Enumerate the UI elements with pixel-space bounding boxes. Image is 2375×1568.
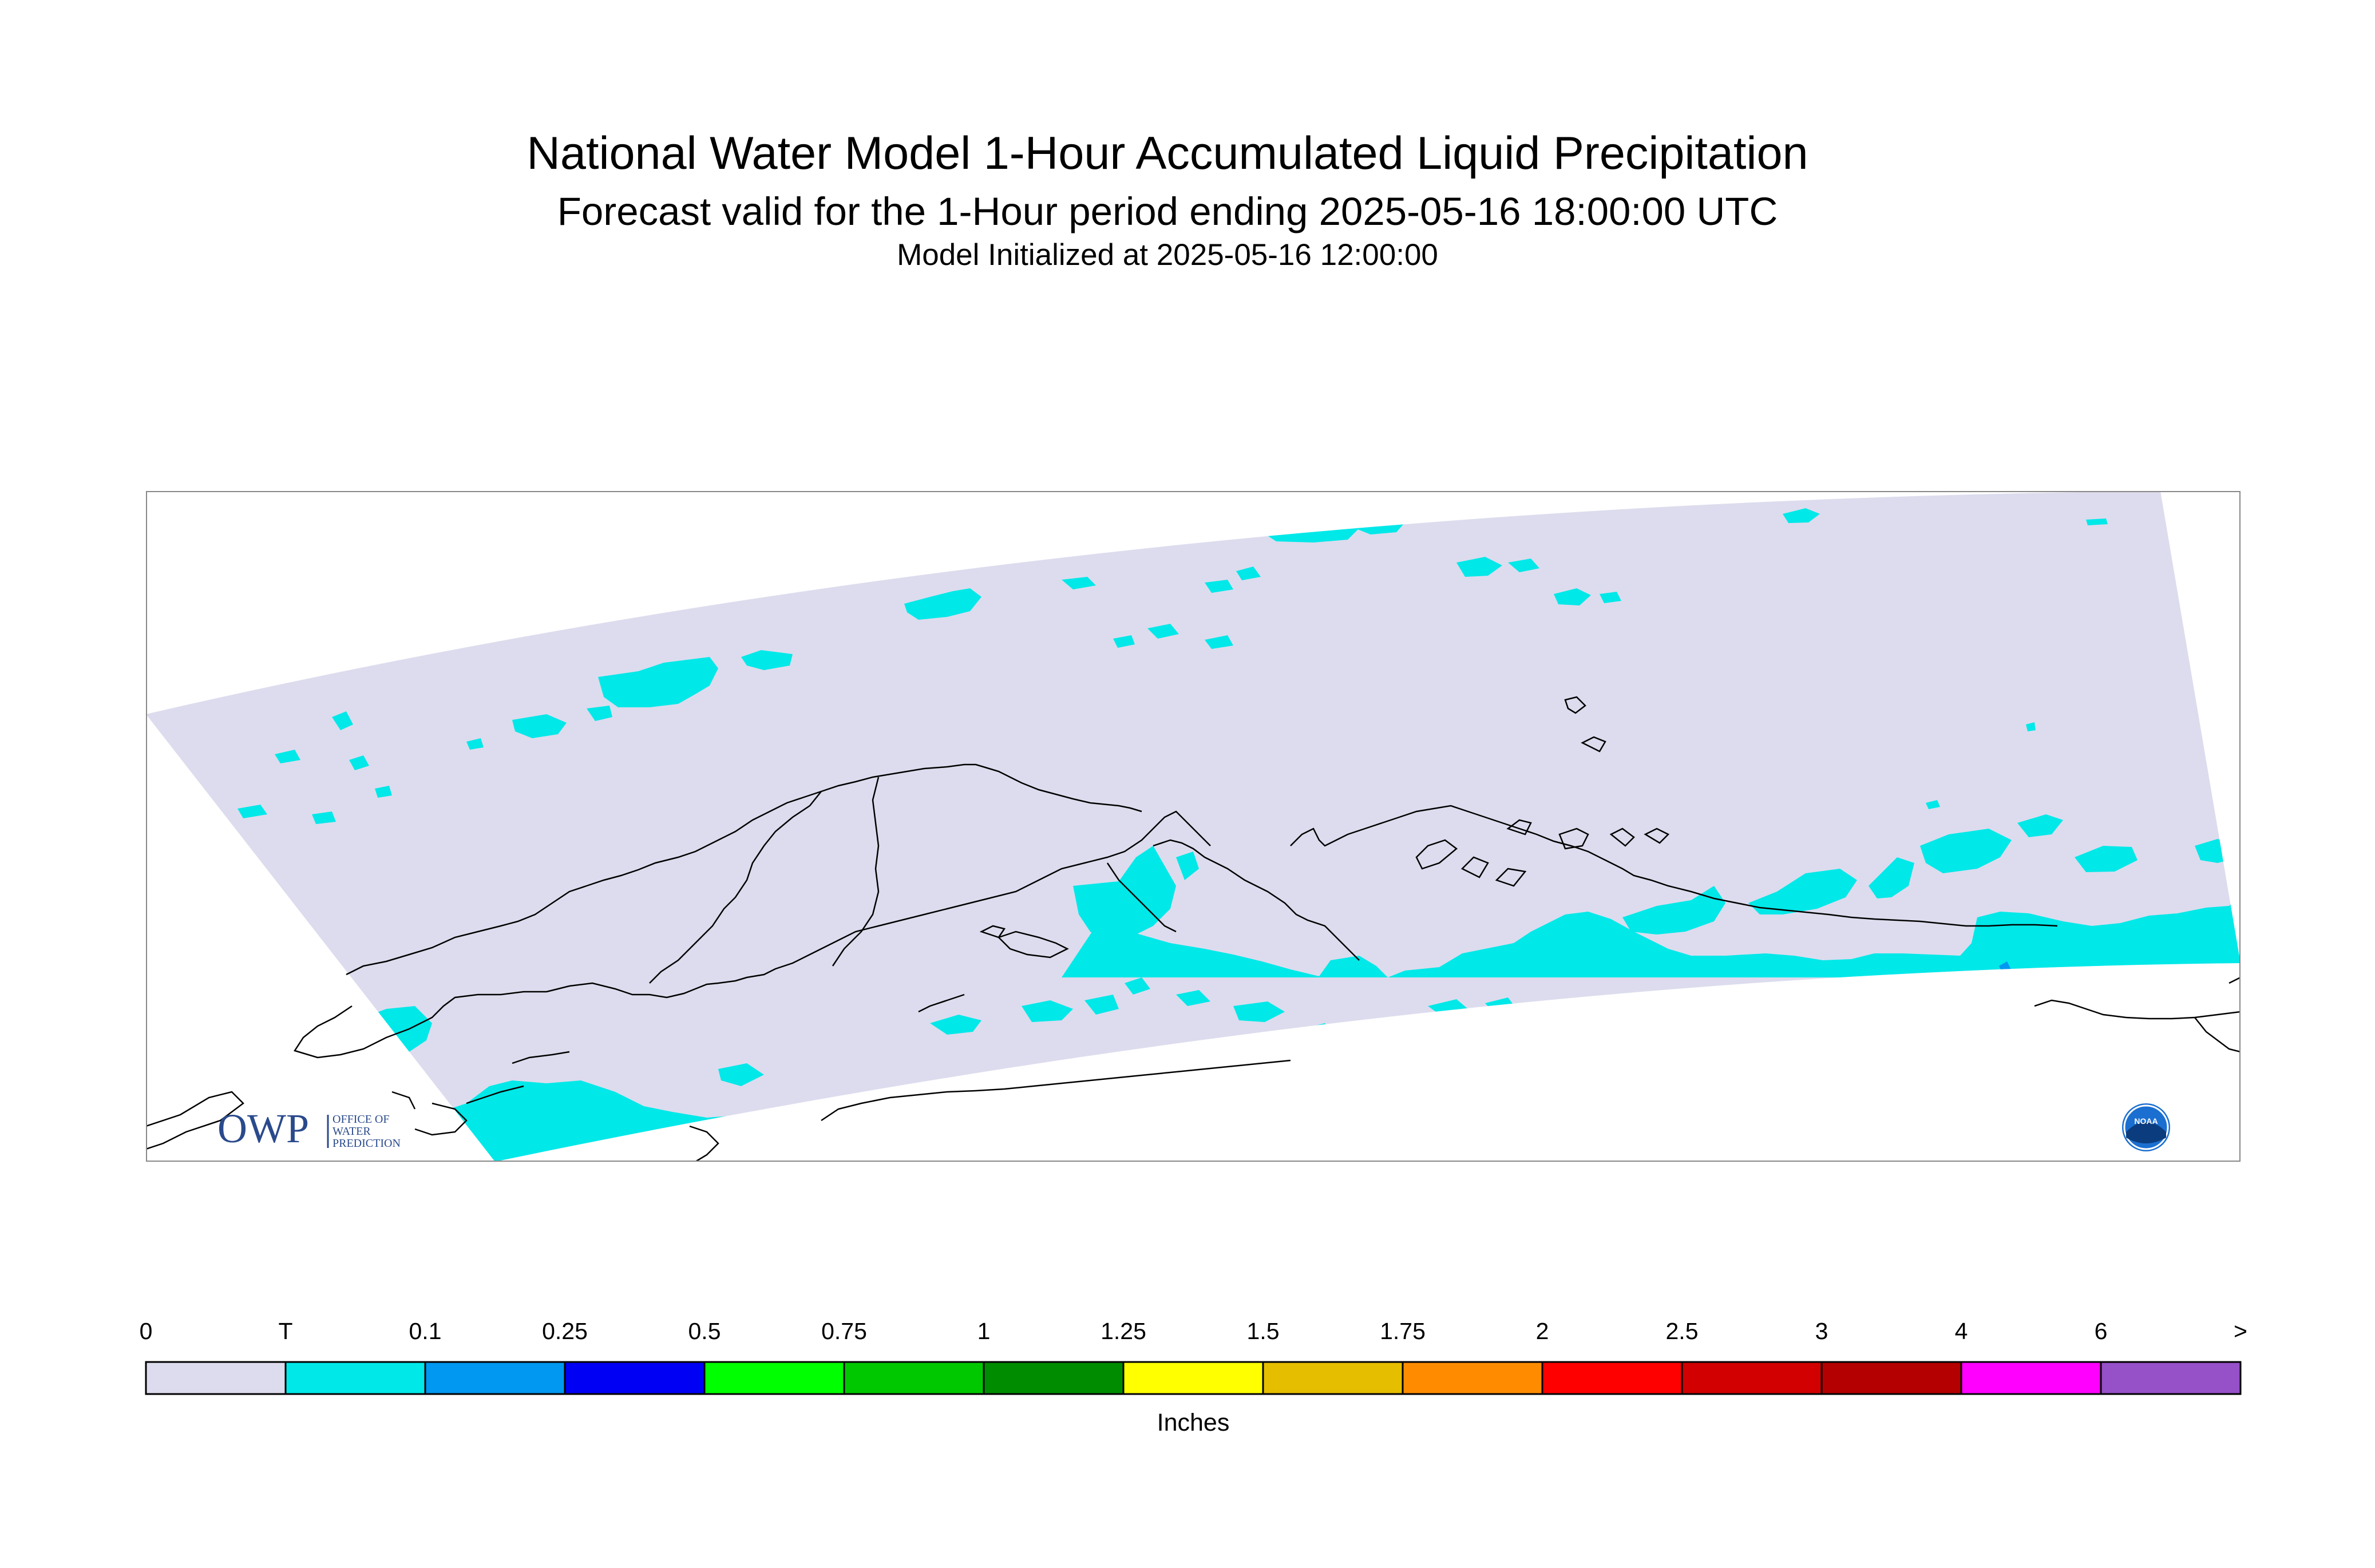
legend-swatch (1541, 1361, 1683, 1395)
legend-swatch (843, 1361, 985, 1395)
legend-tick-label: 3 (1815, 1318, 1828, 1344)
owp-logo-letters: OWP (217, 1106, 309, 1151)
owp-logo-line2: WATER (332, 1125, 371, 1138)
legend-tick-label: 1.5 (1247, 1318, 1280, 1344)
legend-swatch (424, 1361, 566, 1395)
legend-tick-label: 1.25 (1101, 1318, 1146, 1344)
legend-tick-label: 1 (977, 1318, 991, 1344)
chart-title: National Water Model 1-Hour Accumulated … (527, 128, 1808, 179)
legend-swatch (983, 1361, 1125, 1395)
legend-units: Inches (1157, 1409, 1230, 1436)
legend-swatch (2100, 1361, 2242, 1395)
legend-swatch (284, 1361, 426, 1395)
legend-tick-label: > (2234, 1318, 2247, 1344)
model-domain (146, 491, 2241, 1162)
legend-tick-label: 0 (140, 1318, 153, 1344)
legend-swatch (1402, 1361, 1543, 1395)
legend-tick-label: 4 (1955, 1318, 1968, 1344)
owp-logo-line1: OFFICE OF (332, 1113, 389, 1126)
legend-swatch (1681, 1361, 1823, 1395)
legend-swatch (1820, 1361, 1962, 1395)
map-frame (146, 491, 2241, 1162)
legend-tick-label: 6 (2095, 1318, 2108, 1344)
model-init-line: Model Initialized at 2025-05-16 12:00:00 (897, 238, 1438, 272)
color-legend: 0 T 0.1 0.25 0.5 0.75 1 1.25 1.5 1.75 2 2.5 3 4 6 > Inc… (140, 1318, 2247, 1436)
legend-tick-label: 0.25 (542, 1318, 588, 1344)
legend-tick-label: 2 (1536, 1318, 1549, 1344)
legend-tick-label: 0.5 (688, 1318, 721, 1344)
chart-subtitle: Forecast valid for the 1-Hour period end… (557, 189, 1778, 233)
noaa-logo-text: NOAA (2134, 1116, 2158, 1126)
coastlines (146, 696, 2241, 1162)
legend-swatch (145, 1361, 287, 1395)
noaa-logo: NOAA (2122, 1103, 2170, 1151)
precipitation-map: OWP OFFICE OF WATER PREDICTION NOAA (146, 491, 2241, 1162)
legend-swatch (1262, 1361, 1404, 1395)
owp-logo-line3: PREDICTION (332, 1137, 401, 1150)
legend-swatch (703, 1361, 845, 1395)
legend-swatch (564, 1361, 706, 1395)
legend-swatch (1960, 1361, 2102, 1395)
owp-logo: OWP OFFICE OF WATER PREDICTION (217, 1106, 401, 1151)
legend-tick-label: 0.1 (409, 1318, 442, 1344)
legend-tick-label: 2.5 (1666, 1318, 1699, 1344)
legend-tick-label: 0.75 (821, 1318, 867, 1344)
legend-tick-label: 1.75 (1380, 1318, 1426, 1344)
legend-swatch (1122, 1361, 1264, 1395)
legend-tick-label: T (278, 1318, 292, 1344)
